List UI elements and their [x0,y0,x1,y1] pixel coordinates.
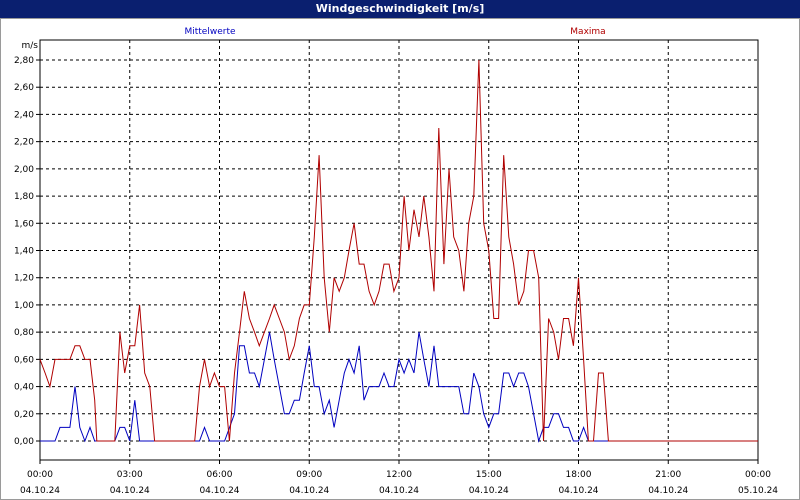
x-tick-label-time: 18:00 [566,470,592,480]
y-tick-label: 2,20 [14,138,34,148]
x-tick-label-date: 04.10.24 [379,486,419,496]
x-tick-label-date: 04.10.24 [199,486,239,496]
series-line-mittelwerte [40,332,758,443]
y-tick-label: 0,40 [14,383,34,393]
y-tick-label: 0,60 [14,355,34,365]
y-tick-label: 2,60 [14,83,34,93]
y-tick-label: 2,00 [14,165,34,175]
y-tick-label: 0,80 [14,328,34,338]
x-tick-label-time: 03:00 [117,470,143,480]
x-tick-label-time: 00:00 [745,470,771,480]
x-tick-label-date: 04.10.24 [20,486,60,496]
y-tick-label: 1,60 [14,219,34,229]
y-tick-label: 2,40 [14,110,34,120]
y-tick-label: 1,40 [14,247,34,257]
x-tick-label-date: 04.10.24 [289,486,329,496]
x-tick-label-date: 04.10.24 [648,486,688,496]
y-tick-label: 1,20 [14,274,34,284]
y-tick-label: 1,00 [14,301,34,311]
x-tick-label-date: 04.10.24 [558,486,598,496]
y-tick-label: 0,20 [14,410,34,420]
chart-title: Windgeschwindigkeit [m/s] [0,0,800,18]
x-tick-label-date: 04.10.24 [110,486,150,496]
x-tick-label-time: 21:00 [655,470,681,480]
x-tick-label-time: 00:00 [27,470,53,480]
x-tick-label-time: 09:00 [296,470,322,480]
legend-maxima: Maxima [570,27,605,37]
y-axis-label: m/s [22,41,39,51]
x-tick-label-time: 12:00 [386,470,412,480]
x-tick-label-date: 05.10.24 [738,486,778,496]
y-tick-label: 0,00 [14,437,34,447]
x-tick-label-time: 15:00 [476,470,502,480]
y-tick-label: 2,80 [14,56,34,66]
series-line-maxima [39,59,758,442]
x-tick-label-time: 06:00 [207,470,233,480]
legend-mittelwerte: Mittelwerte [184,27,235,37]
x-tick-label-date: 04.10.24 [469,486,509,496]
y-tick-label: 1,80 [14,192,34,202]
